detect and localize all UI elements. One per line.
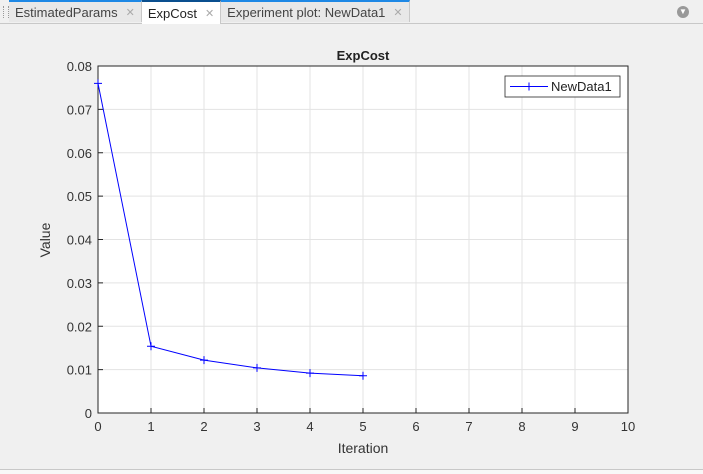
x-tick-label: 9 [571, 419, 578, 434]
tab-label: EstimatedParams [15, 4, 118, 20]
chart-title: ExpCost [337, 48, 390, 63]
tab-label: ExpCost [147, 5, 197, 21]
y-tick-label: 0.08 [67, 59, 92, 74]
x-tick-label: 2 [200, 419, 207, 434]
y-tick-label: 0.01 [67, 363, 92, 378]
x-tick-label: 10 [621, 419, 635, 434]
tab-expcost[interactable]: ExpCost ✕ [141, 0, 222, 24]
x-tick-label: 1 [147, 419, 154, 434]
legend-entry: NewData1 [551, 79, 612, 94]
y-tick-label: 0.06 [67, 146, 92, 161]
x-tick-label: 7 [465, 419, 472, 434]
x-tick-label: 6 [412, 419, 419, 434]
axes-box [97, 65, 629, 414]
y-tick-label: 0.02 [67, 319, 92, 334]
y-tick-label: 0.03 [67, 276, 92, 291]
close-icon[interactable]: ✕ [125, 6, 135, 19]
data-point-marker [253, 363, 261, 372]
x-tick-label: 0 [94, 419, 101, 434]
data-point-marker [306, 369, 314, 378]
tab-menu-dropdown-icon[interactable]: ▼ [677, 6, 689, 18]
legend-marker [525, 82, 533, 91]
tab-strip: EstimatedParams ✕ ExpCost ✕ Experiment plo… [9, 0, 410, 24]
drag-grip-icon[interactable] [3, 6, 9, 18]
data-point-marker [147, 342, 155, 351]
data-point-marker [359, 371, 367, 380]
x-tick-label: 8 [518, 419, 525, 434]
legend: NewData1 [504, 75, 621, 98]
x-tick-label: 4 [306, 419, 313, 434]
x-tick-label: 5 [359, 419, 366, 434]
data-point-marker [94, 79, 102, 88]
close-icon[interactable]: ✕ [393, 6, 403, 19]
y-tick-label: 0 [85, 406, 92, 421]
x-tick-label: 3 [253, 419, 260, 434]
series-line [97, 83, 364, 377]
tab-bar: EstimatedParams ✕ ExpCost ✕ Experiment plo… [0, 0, 703, 24]
tab-label: Experiment plot: NewData1 [227, 4, 386, 20]
bottom-border [0, 469, 703, 474]
data-point-marker [200, 356, 208, 365]
close-icon[interactable]: ✕ [204, 7, 215, 20]
tab-experiment-plot[interactable]: Experiment plot: NewData1 ✕ [221, 0, 410, 22]
y-tick-label: 0.04 [67, 233, 92, 248]
y-tick-label: 0.07 [67, 102, 92, 117]
tab-estimated-params[interactable]: EstimatedParams ✕ [9, 0, 142, 22]
y-tick-label: 0.05 [67, 189, 92, 204]
x-axis-label: Iteration [338, 440, 389, 456]
y-axis-label: Value [37, 222, 53, 257]
